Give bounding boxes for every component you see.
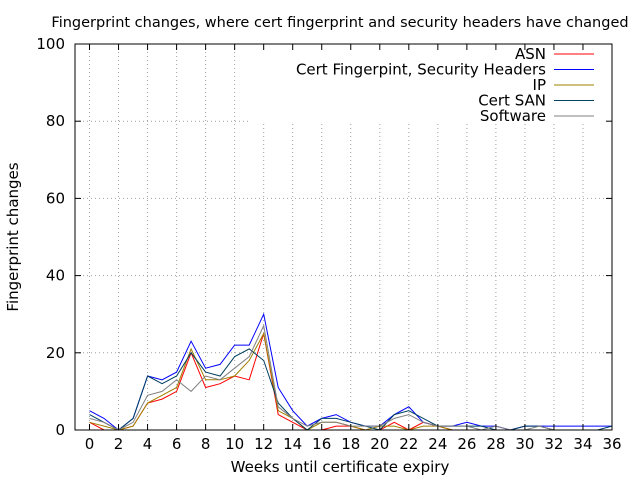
x-tick-label: 10 <box>225 435 244 453</box>
x-tick-label: 4 <box>143 435 153 453</box>
legend-label: Software <box>480 107 546 125</box>
legend-label: ASN <box>515 45 546 63</box>
y-tick-label: 0 <box>55 421 65 439</box>
x-tick-label: 30 <box>515 435 534 453</box>
x-tick-label: 32 <box>544 435 563 453</box>
x-tick-label: 24 <box>428 435 447 453</box>
x-tick-label: 36 <box>602 435 621 453</box>
x-tick-label: 26 <box>457 435 476 453</box>
y-tick-label: 40 <box>46 267 65 285</box>
x-tick-label: 6 <box>172 435 182 453</box>
x-tick-label: 18 <box>341 435 360 453</box>
legend-label: IP <box>533 76 546 94</box>
chart-title: Fingerprint changes, where cert fingerpr… <box>51 15 628 31</box>
legend-label: Cert Fingerpint, Security Headers <box>296 61 546 79</box>
y-tick-label: 80 <box>46 112 65 130</box>
x-axis-label: Weeks until certificate expiry <box>231 458 450 476</box>
legend-label: Cert SAN <box>478 92 546 110</box>
y-tick-label: 60 <box>46 189 65 207</box>
x-tick-label: 0 <box>85 435 95 453</box>
y-tick-label: 100 <box>36 35 65 53</box>
y-tick-label: 20 <box>46 344 65 362</box>
x-tick-label: 8 <box>201 435 211 453</box>
x-tick-label: 34 <box>573 435 592 453</box>
x-tick-label: 14 <box>283 435 302 453</box>
x-tick-label: 12 <box>254 435 273 453</box>
x-tick-label: 16 <box>312 435 331 453</box>
x-tick-label: 22 <box>399 435 418 453</box>
y-axis-label: Fingerprint changes <box>4 162 22 311</box>
plot-frame <box>74 43 613 431</box>
x-tick-label: 20 <box>370 435 389 453</box>
x-tick-label: 28 <box>486 435 505 453</box>
x-tick-label: 2 <box>114 435 124 453</box>
